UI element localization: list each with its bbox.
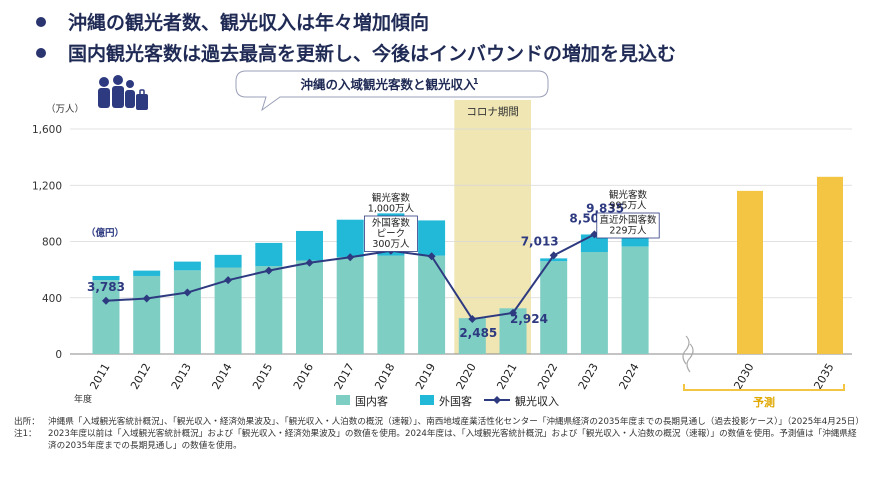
- legend-swatch: [336, 395, 350, 405]
- legend-swatch: [420, 395, 434, 405]
- footnotes: 出所： 沖縄県「入域観光客統計概況」、「観光収入・経済効果波及」、「観光収入・人…: [14, 416, 864, 452]
- x-tick-label: 2011: [87, 361, 112, 392]
- axis-break-mark: [682, 335, 690, 365]
- revenue-data-label: 3,783: [87, 280, 125, 294]
- x-tick-label: 2021: [494, 361, 519, 392]
- y-tick-label: 400: [42, 293, 62, 305]
- legend-label: 外国客: [439, 394, 472, 408]
- bar-domestic: [621, 246, 649, 354]
- bullet-list: 沖縄の観光者数、観光収入は年々増加傾向 国内観光客数は過去最高を更新し、今後はイ…: [36, 6, 856, 68]
- revenue-data-label: 9,835: [586, 202, 624, 216]
- revenue-point: [549, 251, 558, 260]
- x-tick-label: 2030: [731, 361, 756, 392]
- forecast-label: 予測: [753, 395, 775, 409]
- x-axis-label: 年度: [74, 393, 92, 405]
- x-tick-label: 2019: [413, 361, 438, 392]
- revenue-data-label: 7,013: [521, 234, 559, 248]
- revenue-point: [346, 253, 355, 262]
- tourism-chart: 沖縄の入域観光客数と観光収入 1 コロナ期間 0 400 800 1,200 1,600 （…: [32, 70, 852, 409]
- legend-marker: [493, 396, 501, 404]
- bar-foreign: [214, 254, 242, 268]
- x-tick-label: 2018: [372, 361, 397, 392]
- y-tick-label: 800: [42, 237, 62, 249]
- peak-total-annotation: 観光客数 1,000万人: [368, 192, 415, 215]
- bar-foreign: [92, 275, 120, 281]
- revenue-point: [142, 294, 151, 303]
- x-tick-label: 2012: [128, 361, 153, 392]
- bullet-dot-icon: [36, 47, 46, 58]
- bar-domestic: [540, 261, 568, 354]
- chart-title-note: 1: [473, 77, 479, 86]
- bullet-dot-icon: [36, 16, 46, 27]
- footnote-1-label: 注1：: [14, 429, 37, 439]
- y-axis-unit: （万人）: [46, 103, 84, 115]
- bar-foreign: [173, 261, 201, 271]
- bar-foreign: [255, 242, 283, 267]
- revenue-point: [305, 258, 314, 267]
- bar-domestic: [173, 270, 201, 354]
- bar-foreign: [418, 220, 446, 256]
- revenue-data-label: 2,485: [459, 326, 497, 340]
- bar-domestic: [255, 266, 283, 354]
- x-tick-label: 2023: [576, 361, 601, 392]
- bar-foreign: [336, 219, 364, 257]
- bar-domestic: [458, 318, 486, 354]
- bullet-text-1: 沖縄の観光者数、観光収入は年々増加傾向: [68, 12, 430, 34]
- bullet-item-1: 沖縄の観光者数、観光収入は年々増加傾向: [36, 6, 856, 37]
- revenue-data-label: 2,924: [510, 312, 548, 326]
- latest-total-annotation: 観光客数 995万人: [609, 189, 648, 212]
- revenue-point: [427, 252, 436, 261]
- covid-label: コロナ期間: [466, 106, 519, 118]
- bar-domestic: [580, 252, 608, 354]
- chart-title-bubble: 沖縄の入域観光客数と観光収入 1: [235, 70, 549, 112]
- y-tick-label: 1,600: [32, 124, 62, 136]
- source-note-text: 沖縄県「入域観光客統計概況」、「観光収入・経済効果波及」、「観光収入・人泊数の概…: [48, 417, 864, 427]
- revenue-point: [102, 296, 110, 305]
- revenue-point: [509, 308, 517, 317]
- legend-label: 観光収入: [515, 394, 559, 408]
- revenue-point: [468, 315, 477, 324]
- bar-forecast: [737, 190, 763, 354]
- revenue-unit: （億円）: [86, 227, 124, 239]
- bullet-text-2: 国内観光客数は過去最高を更新し、今後はインバウンドの増加を見込む: [68, 43, 677, 65]
- bar-domestic: [336, 256, 364, 354]
- footnote-1: 注1： 2023年度以前は「入域観光客統計概況」および「観光収入・経済効果波及」…: [14, 428, 860, 452]
- x-tick-label: 2017: [332, 361, 357, 392]
- peak-foreign-annotation-box: [363, 215, 418, 252]
- y-tick-label: 0: [55, 349, 62, 361]
- x-tick-label: 2016: [291, 361, 316, 392]
- x-tick-label: 2022: [535, 361, 560, 392]
- x-tick-label: 2015: [250, 361, 275, 392]
- revenue-point: [183, 288, 192, 297]
- bar-foreign: [540, 258, 568, 262]
- y-tick-label: 1,200: [32, 180, 62, 192]
- x-tick-label: 2013: [169, 361, 194, 392]
- x-tick-label: 2014: [209, 361, 234, 392]
- bar-forecast: [817, 176, 843, 354]
- travelers-icon: [98, 75, 148, 110]
- footnote-1-text: 2023年度以前は「入域観光客統計概況」および「観光収入・経済効果波及」の数値を…: [48, 429, 857, 451]
- bullet-item-2: 国内観光客数は過去最高を更新し、今後はインバウンドの増加を見込む: [36, 37, 856, 68]
- legend-label: 国内客: [355, 394, 388, 408]
- bar-domestic: [92, 280, 120, 354]
- peak-foreign-annotation: 外国客数ピーク 300万人: [372, 217, 411, 250]
- latest-foreign-annotation: 直近外国客数 229万人: [599, 214, 657, 237]
- bar-foreign: [133, 270, 161, 276]
- bar-foreign: [296, 230, 323, 261]
- revenue-point: [264, 266, 273, 275]
- x-tick-label: 2024: [616, 361, 641, 392]
- x-tick-label: 2035: [811, 361, 836, 392]
- bar-domestic: [133, 275, 161, 354]
- revenue-point: [224, 276, 233, 285]
- latest-foreign-annotation-box: [596, 212, 660, 239]
- source-note-label: 出所：: [14, 417, 40, 427]
- revenue-line: [105, 214, 636, 321]
- axis-break-mark: [686, 343, 694, 373]
- chart-title: 沖縄の入域観光客数と観光収入: [300, 77, 476, 92]
- source-note: 出所： 沖縄県「入域観光客統計概況」、「観光収入・経済効果波及」、「観光収入・人…: [14, 416, 864, 428]
- bar-domestic: [377, 255, 405, 354]
- x-tick-label: 2020: [454, 361, 479, 392]
- forecast-bracket: [683, 384, 845, 391]
- bar-domestic: [296, 260, 323, 354]
